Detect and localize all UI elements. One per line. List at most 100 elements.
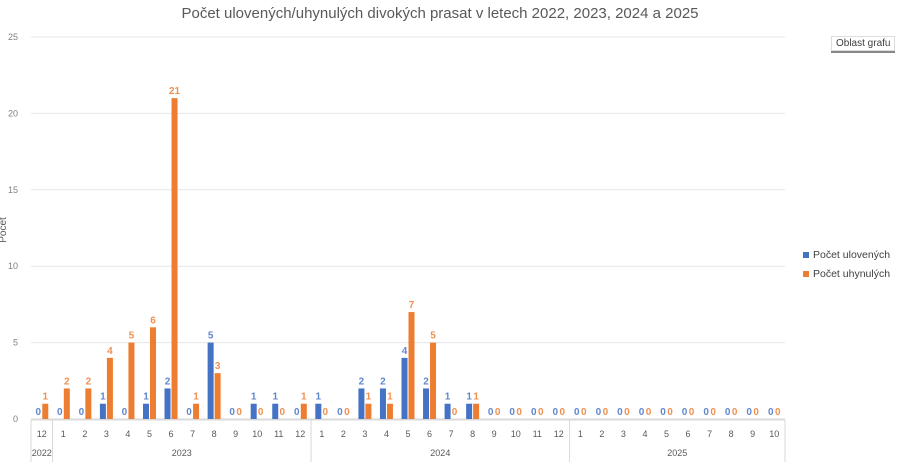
data-label: 1 bbox=[366, 392, 372, 403]
data-label: 1 bbox=[473, 392, 479, 403]
data-label: 7 bbox=[409, 300, 415, 311]
data-label: 0 bbox=[560, 407, 566, 418]
x-tick-label: 7 bbox=[707, 429, 712, 439]
x-tick-label: 7 bbox=[190, 429, 195, 439]
data-label: 2 bbox=[380, 376, 386, 387]
bar bbox=[358, 388, 365, 419]
data-label: 1 bbox=[301, 392, 307, 403]
bar bbox=[423, 388, 430, 419]
x-tick-label: 1 bbox=[61, 429, 66, 439]
legend-item-uloveni: Počet ulovených bbox=[803, 249, 890, 261]
x-tick-label: 9 bbox=[233, 429, 238, 439]
data-label: 21 bbox=[169, 86, 181, 97]
bar bbox=[473, 403, 480, 419]
x-tick-label: 3 bbox=[104, 429, 109, 439]
x-tick-label: 8 bbox=[470, 429, 475, 439]
data-label: 3 bbox=[215, 361, 221, 372]
y-tick-label: 15 bbox=[8, 185, 18, 195]
bar bbox=[250, 403, 257, 419]
legend-swatch bbox=[803, 271, 809, 278]
bar bbox=[430, 342, 437, 419]
y-tick-label: 20 bbox=[8, 108, 18, 118]
data-label: 0 bbox=[495, 407, 501, 418]
data-label: 0 bbox=[732, 407, 738, 418]
data-label: 0 bbox=[710, 407, 716, 418]
data-label: 0 bbox=[337, 407, 343, 418]
data-label: 0 bbox=[617, 407, 623, 418]
bar bbox=[193, 403, 200, 419]
bar bbox=[408, 312, 415, 419]
data-label: 0 bbox=[452, 407, 458, 418]
data-label: 0 bbox=[509, 407, 515, 418]
data-label: 0 bbox=[596, 407, 602, 418]
x-tick-label: 5 bbox=[664, 429, 669, 439]
bar bbox=[85, 388, 92, 419]
x-tick-label: 6 bbox=[686, 429, 691, 439]
year-label: 2023 bbox=[172, 448, 192, 458]
y-tick-label: 25 bbox=[8, 32, 18, 42]
bar bbox=[466, 403, 473, 419]
data-label: 0 bbox=[768, 407, 774, 418]
data-label: 0 bbox=[323, 407, 329, 418]
data-label: 0 bbox=[689, 407, 695, 418]
legend-item-uhynuli: Počet uhynulých bbox=[803, 268, 890, 280]
data-label: 0 bbox=[581, 407, 587, 418]
data-label: 1 bbox=[143, 392, 149, 403]
data-label: 0 bbox=[236, 407, 242, 418]
legend-label: Počet uhynulých bbox=[813, 268, 891, 280]
x-tick-label: 2 bbox=[82, 429, 87, 439]
data-label: 5 bbox=[208, 331, 214, 342]
data-label: 0 bbox=[122, 407, 128, 418]
data-label: 6 bbox=[150, 315, 156, 326]
data-label: 0 bbox=[660, 407, 666, 418]
chart-area-tooltip: Oblast grafu bbox=[831, 36, 896, 51]
bar bbox=[164, 388, 171, 419]
data-label: 0 bbox=[229, 407, 235, 418]
data-label: 0 bbox=[488, 407, 494, 418]
x-tick-label: 6 bbox=[427, 429, 432, 439]
data-label: 0 bbox=[725, 407, 731, 418]
x-tick-label: 6 bbox=[169, 429, 174, 439]
data-label: 1 bbox=[251, 392, 257, 403]
data-label: 0 bbox=[603, 407, 609, 418]
x-tick-label: 9 bbox=[750, 429, 755, 439]
data-label: 0 bbox=[775, 407, 781, 418]
bar bbox=[207, 342, 214, 419]
data-label: 0 bbox=[186, 407, 192, 418]
data-label: 0 bbox=[79, 407, 85, 418]
bar bbox=[128, 342, 135, 419]
data-label: 1 bbox=[100, 392, 106, 403]
x-tick-label: 12 bbox=[37, 429, 47, 439]
bar bbox=[99, 403, 106, 419]
data-label: 1 bbox=[193, 392, 199, 403]
data-label: 2 bbox=[359, 376, 365, 387]
bar bbox=[142, 403, 149, 419]
bar bbox=[401, 357, 408, 419]
data-label: 2 bbox=[165, 376, 171, 387]
data-label: 2 bbox=[86, 376, 92, 387]
bar bbox=[444, 403, 451, 419]
x-tick-label: 5 bbox=[147, 429, 152, 439]
data-label: 1 bbox=[466, 392, 472, 403]
bar bbox=[315, 403, 322, 419]
data-label: 5 bbox=[430, 331, 436, 342]
x-tick-label: 1 bbox=[578, 429, 583, 439]
data-label: 0 bbox=[294, 407, 300, 418]
bar bbox=[149, 327, 156, 419]
bar bbox=[63, 388, 70, 419]
bar bbox=[171, 98, 178, 420]
data-label: 0 bbox=[746, 407, 752, 418]
legend-swatch bbox=[803, 252, 809, 259]
chart-title: Počet ulovených/uhynulých divokých prasa… bbox=[181, 5, 699, 22]
x-tick-label: 3 bbox=[362, 429, 367, 439]
data-label: 0 bbox=[57, 407, 63, 418]
x-tick-label: 7 bbox=[449, 429, 454, 439]
data-label: 0 bbox=[753, 407, 759, 418]
year-label: 2022 bbox=[32, 448, 52, 458]
x-tick-label: 4 bbox=[384, 429, 389, 439]
data-label: 0 bbox=[279, 407, 285, 418]
x-tick-label: 11 bbox=[274, 429, 283, 439]
bar bbox=[386, 403, 393, 419]
data-label: 2 bbox=[64, 376, 70, 387]
x-tick-label: 5 bbox=[405, 429, 410, 439]
